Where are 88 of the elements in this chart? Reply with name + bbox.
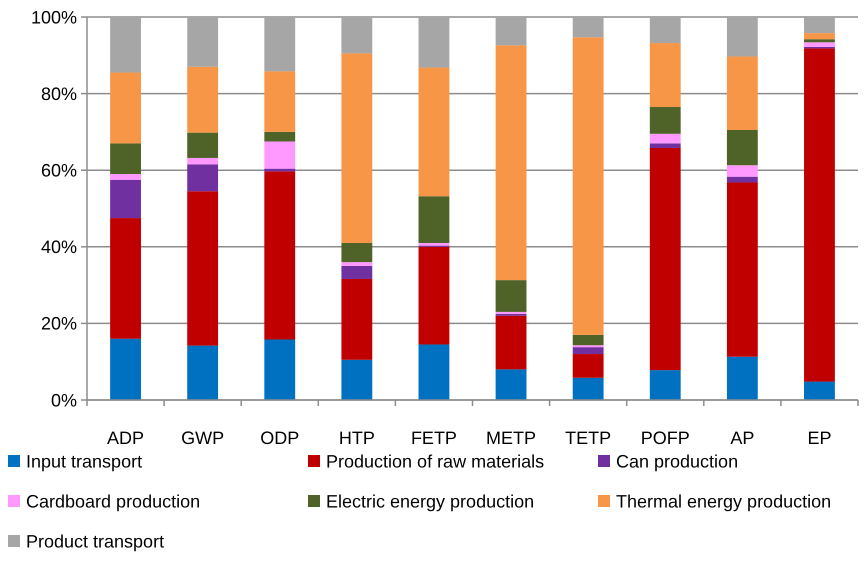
bar: [650, 43, 681, 108]
bar: [264, 132, 296, 142]
bar: [726, 165, 758, 177]
bar: [650, 370, 681, 400]
bar: [110, 338, 141, 400]
bar: [418, 17, 450, 68]
bar: [726, 130, 758, 166]
bar: [187, 66, 218, 133]
bar: [418, 246, 450, 344]
bar: [264, 141, 296, 169]
bar: [187, 158, 218, 164]
y-tick-label: 80%: [40, 84, 77, 104]
legend-label: Thermal energy production: [616, 491, 832, 512]
bar: [264, 168, 296, 172]
bar: [804, 39, 835, 42]
x-tick-label: EP: [807, 428, 832, 448]
bar: [804, 33, 835, 40]
bar: [650, 148, 681, 370]
bar: [572, 378, 604, 400]
x-tick-label: ODP: [260, 428, 300, 448]
bar: [572, 354, 604, 378]
y-tick-label: 40%: [40, 237, 77, 258]
bar: [650, 17, 681, 44]
bar: [264, 171, 296, 340]
bar: [187, 346, 218, 400]
y-tick-label: 60%: [40, 160, 77, 180]
bar: [110, 180, 141, 218]
bar: [341, 278, 372, 360]
bar: [110, 72, 141, 144]
y-tick-label: 20%: [40, 314, 77, 334]
bar: [726, 56, 758, 130]
bar: [650, 134, 681, 144]
bar: [804, 42, 835, 47]
bar: [496, 316, 526, 370]
bar: [496, 17, 526, 46]
bar: [572, 37, 604, 335]
bar: [650, 143, 681, 148]
bar: [187, 191, 218, 346]
bar: [341, 360, 372, 400]
bar: [572, 17, 604, 38]
bar: [341, 53, 372, 243]
x-tick-label: ADP: [107, 428, 144, 448]
bar: [341, 266, 372, 279]
x-tick-label: METP: [486, 428, 536, 448]
bar: [187, 17, 218, 67]
x-tick-label: GWP: [181, 428, 224, 448]
bar: [726, 176, 758, 182]
bar: [187, 132, 218, 158]
x-tick-label: TETP: [565, 428, 612, 448]
legend-label: Input transport: [26, 451, 142, 472]
bar: [496, 45, 526, 280]
x-tick-label: HTP: [338, 428, 375, 448]
bar: [726, 182, 758, 357]
bar: [804, 382, 835, 400]
bar: [418, 242, 450, 246]
bar: [726, 356, 758, 400]
bar: [804, 48, 835, 382]
legend-label: Production of raw materials: [326, 451, 544, 472]
bar: [264, 339, 296, 400]
x-tick-label: FETP: [410, 428, 457, 448]
y-tick-label: 0%: [50, 390, 77, 410]
bar: [110, 218, 141, 339]
bar: [726, 17, 758, 56]
x-tick-label: POFP: [640, 428, 690, 448]
bar: [187, 164, 218, 192]
bar: [496, 369, 526, 400]
bar: [572, 334, 604, 346]
bar: [264, 17, 296, 72]
bar: [418, 196, 450, 243]
bar: [264, 71, 296, 132]
bar: [110, 17, 141, 73]
legend-label: Can production: [616, 451, 738, 472]
bar: [650, 107, 681, 134]
bar: [418, 344, 450, 400]
bar: [110, 174, 141, 180]
legend-label: Product transport: [26, 531, 164, 552]
bar: [341, 262, 372, 266]
bar: [804, 17, 835, 34]
bar: [341, 242, 372, 262]
bar: [110, 143, 141, 174]
bar: [418, 68, 450, 196]
bar: [341, 17, 372, 54]
bar: [572, 347, 604, 354]
bar: [496, 280, 526, 312]
y-tick-label: 100%: [30, 7, 77, 28]
legend-label: Electric energy production: [326, 491, 534, 512]
legend-label: Cardboard production: [26, 491, 200, 512]
x-tick-label: AP: [730, 428, 754, 448]
